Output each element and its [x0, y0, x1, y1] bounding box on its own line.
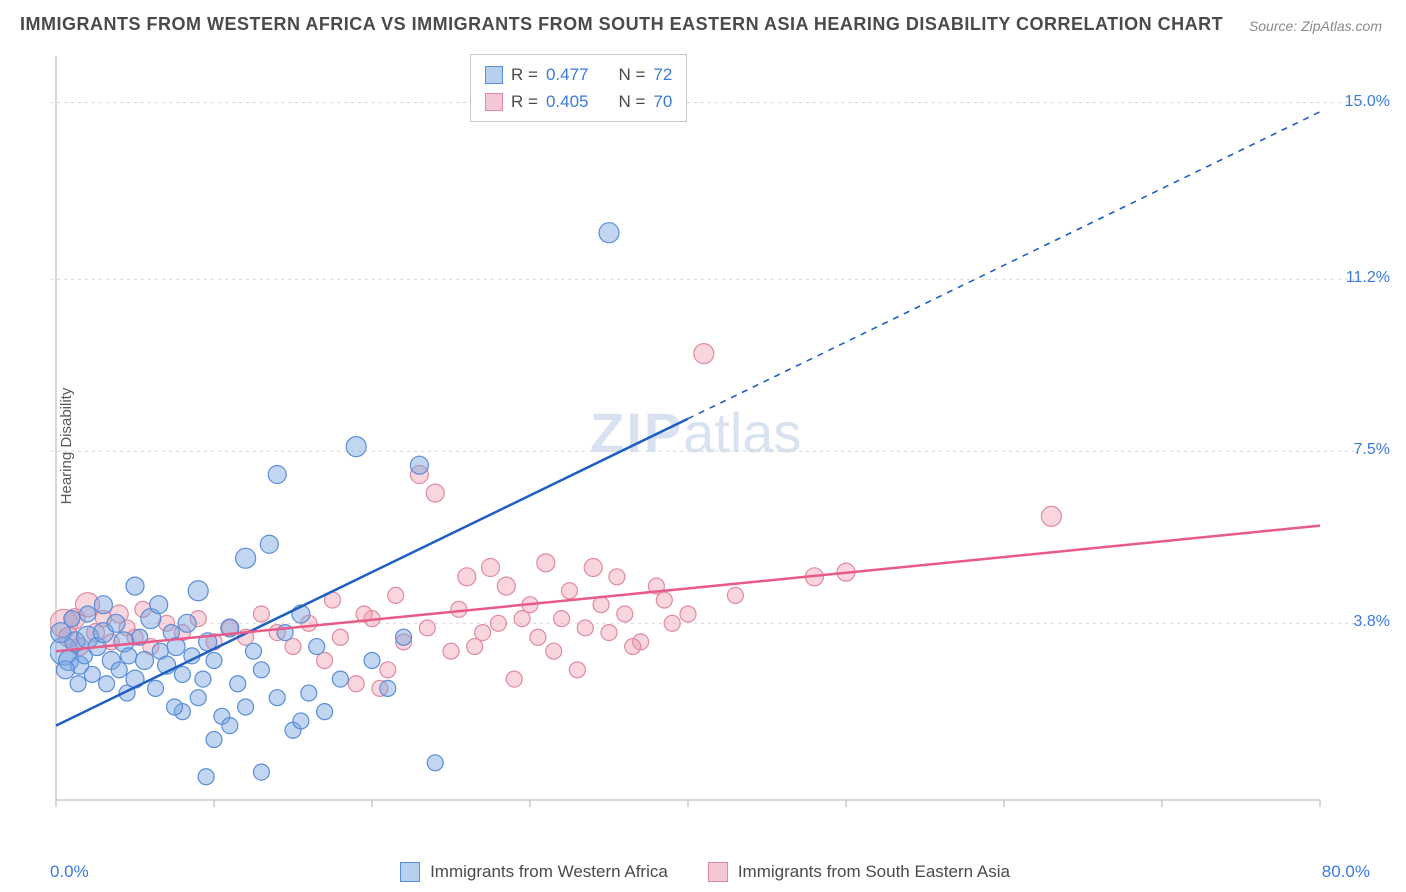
legend-item-series-b: Immigrants from South Eastern Asia — [708, 862, 1010, 882]
stats-legend: R = 0.477 N = 72 R = 0.405 N = 70 — [470, 54, 687, 122]
source-attribution: Source: ZipAtlas.com — [1249, 18, 1382, 34]
y-tick-label: 7.5% — [1354, 441, 1390, 459]
swatch-series-b — [708, 862, 728, 882]
chart-title: IMMIGRANTS FROM WESTERN AFRICA VS IMMIGR… — [20, 14, 1223, 35]
scatter-plot — [50, 50, 1360, 830]
legend-row-series-b: R = 0.405 N = 70 — [485, 88, 672, 115]
y-tick-label: 15.0% — [1345, 93, 1390, 111]
bottom-legend: Immigrants from Western Africa Immigrant… — [50, 862, 1360, 882]
legend-item-series-a: Immigrants from Western Africa — [400, 862, 668, 882]
swatch-series-b — [485, 93, 503, 111]
legend-row-series-a: R = 0.477 N = 72 — [485, 61, 672, 88]
y-tick-label: 3.8% — [1354, 613, 1390, 631]
swatch-series-a — [485, 66, 503, 84]
swatch-series-a — [400, 862, 420, 882]
y-tick-label: 11.2% — [1346, 269, 1390, 287]
